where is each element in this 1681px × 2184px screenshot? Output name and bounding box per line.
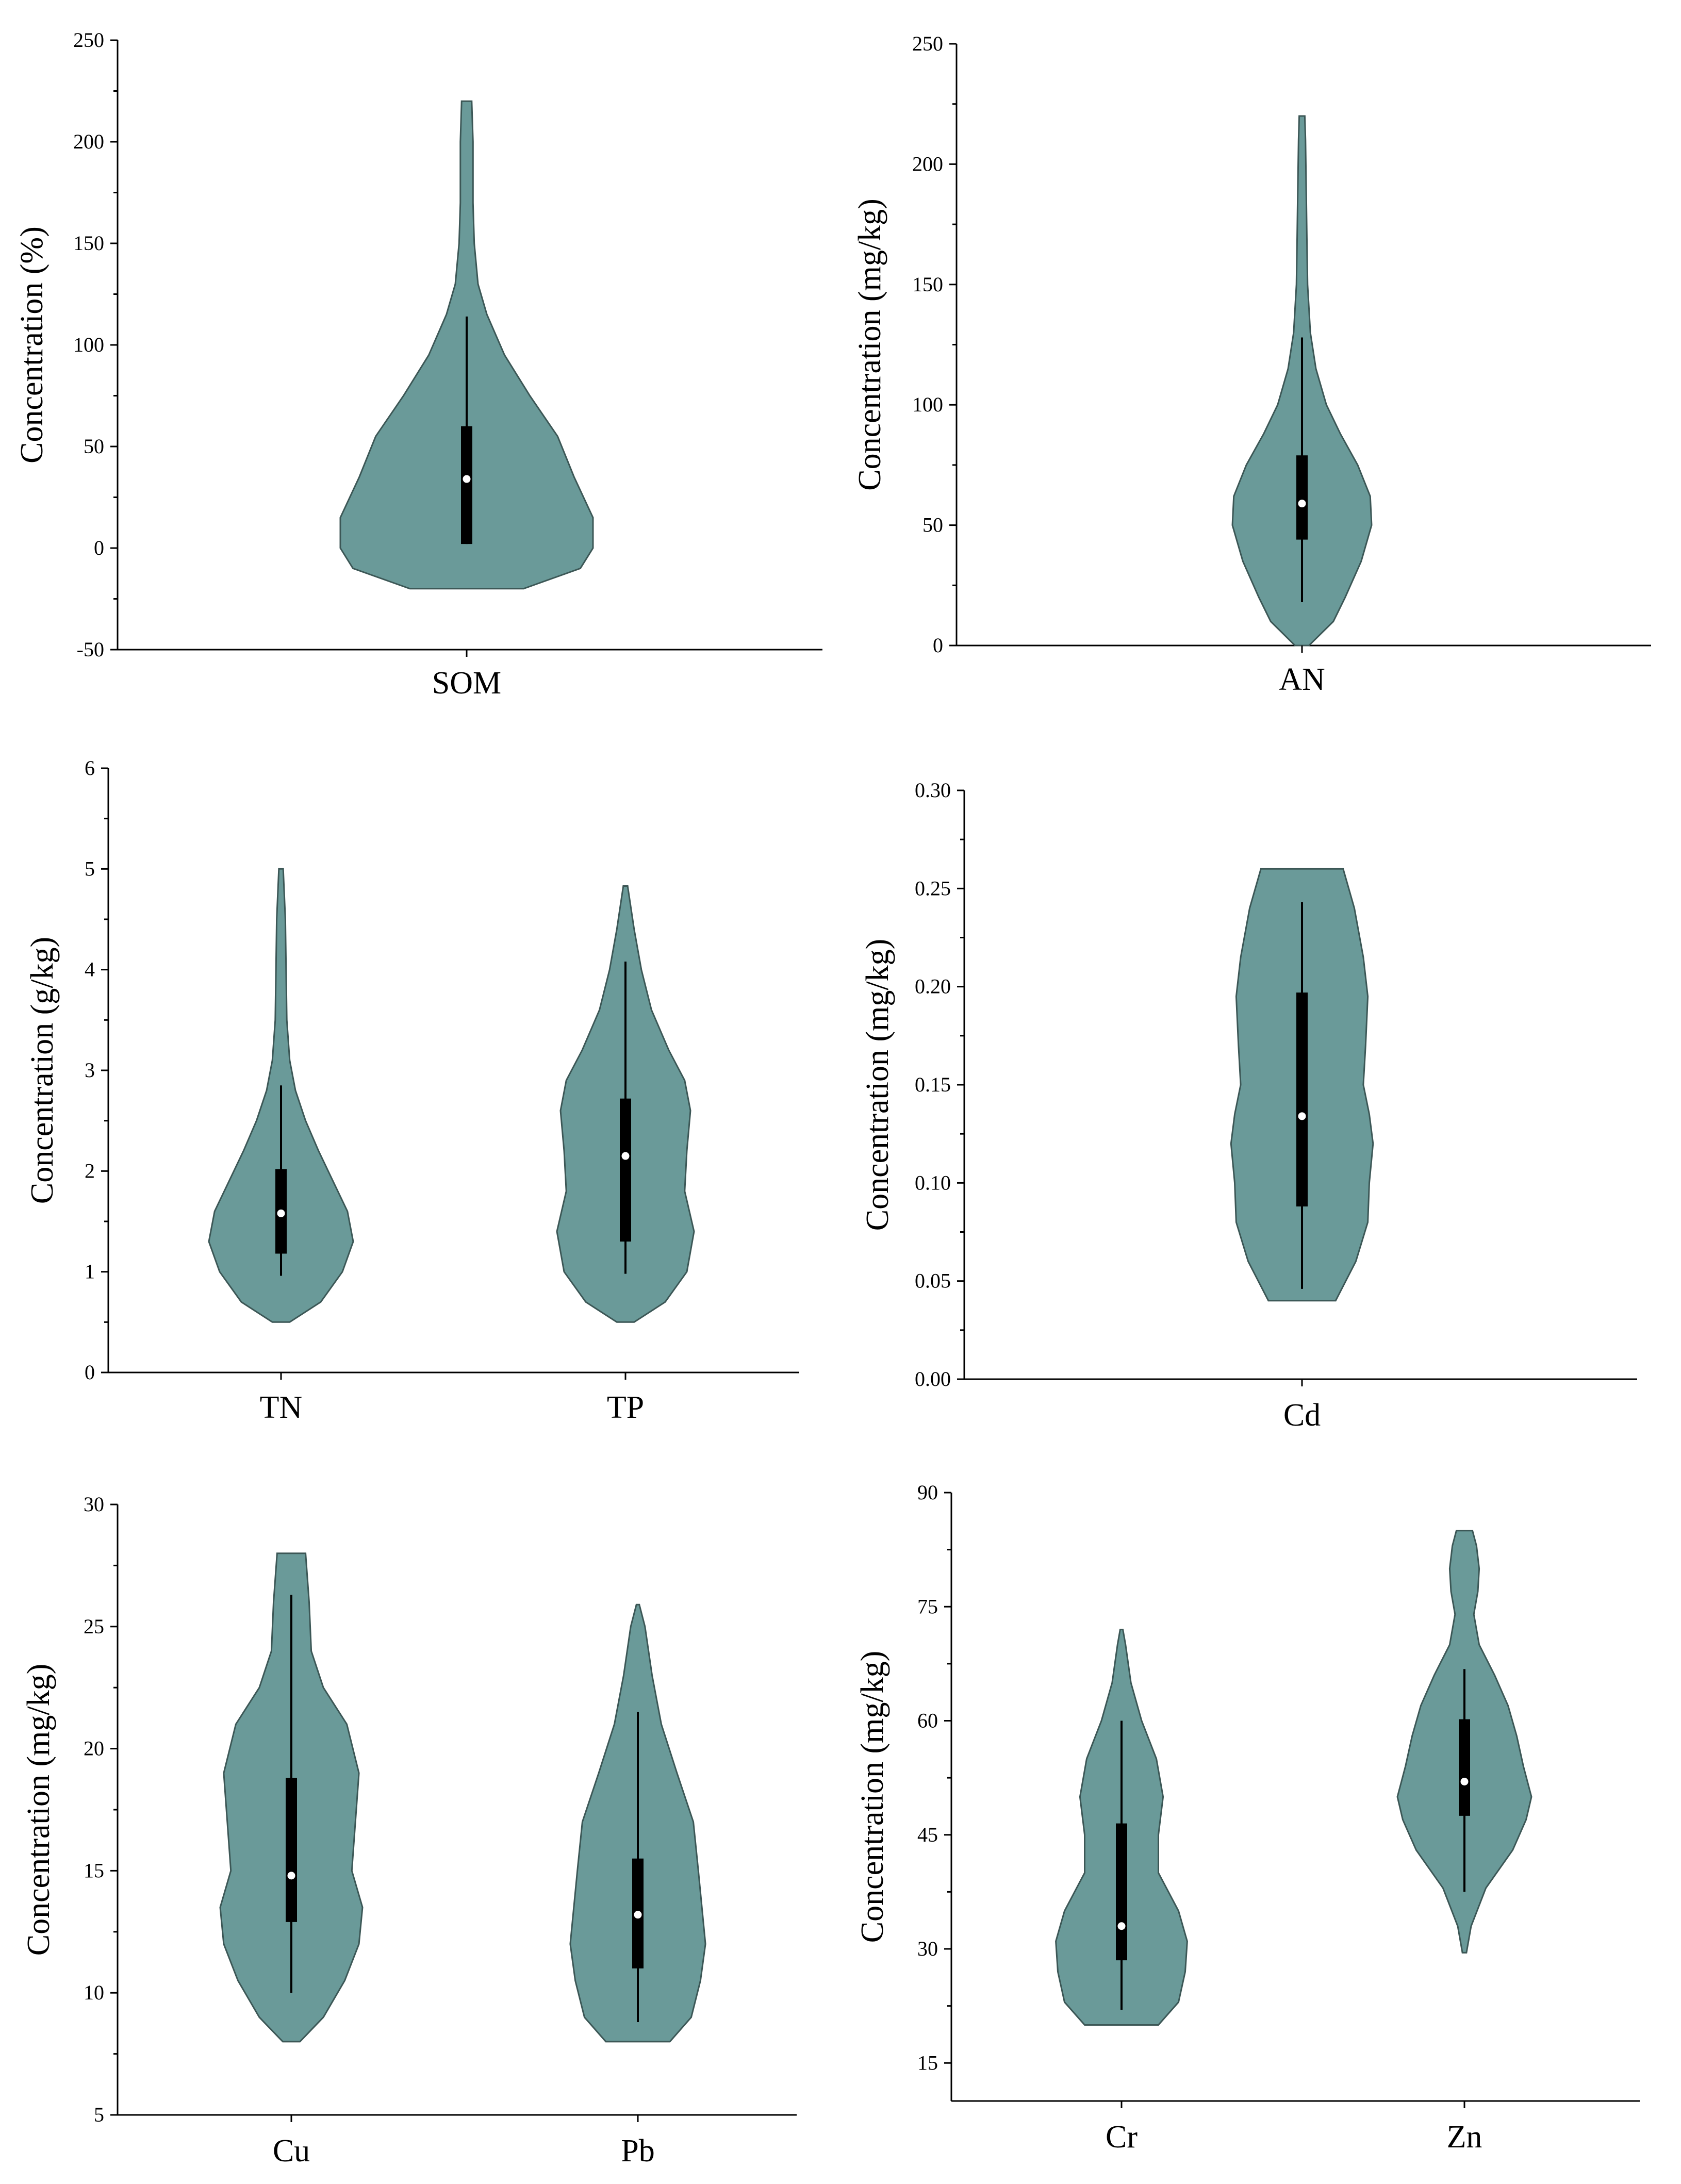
y-tick-label: 150 [73,231,104,255]
median-dot-an [1298,500,1306,508]
y-tick-label: 200 [73,130,104,153]
x-category-label-cr: Cr [1106,2120,1138,2155]
iqr-box-tp [620,1098,631,1242]
y-tick-label: 30 [84,1493,104,1516]
y-tick-label: 2 [85,1159,95,1182]
y-tick-label: 0.15 [915,1073,951,1096]
y-tick-label: 0.00 [915,1367,951,1391]
median-dot-tp [621,1152,630,1160]
x-category-label-cd: Cd [1283,1398,1321,1433]
y-tick-label: 4 [85,958,95,981]
iqr-box-cu [286,1778,297,1922]
iqr-box-cd [1296,992,1308,1207]
x-category-label-an: AN [1279,662,1325,697]
y-tick-label: 0.25 [915,876,951,900]
y-tick-label: 1 [85,1260,95,1283]
y-tick-label: 0 [85,1361,95,1384]
panel-middle-left: 0 1 2 3 4 5 6 Concentration (g/kg) TN TP [25,756,799,1425]
x-category-label-zn: Zn [1447,2120,1482,2155]
y-tick-label: 10 [84,1981,104,2004]
y-tick-label: 3 [85,1058,95,1082]
x-category-label-pb: Pb [621,2133,654,2169]
iqr-box-cr [1116,1823,1127,1961]
median-dot-cd [1298,1112,1306,1120]
y-tick-label: 20 [84,1737,104,1760]
panel-top-left: -50 0 50 100 150 200 250 Concentration (%) SOM [14,28,822,701]
y-axis-title: Concentration (mg/kg) [21,1664,56,1956]
y-tick-label: 0.10 [915,1171,951,1194]
y-tick-label: 100 [912,393,943,416]
median-dot-zn [1460,1778,1469,1785]
median-dot-tn [277,1209,285,1217]
y-axis-title: Concentration (mg/kg) [860,939,895,1231]
y-tick-label: 5 [85,857,95,880]
x-category-label-som: SOM [432,666,501,701]
y-tick-label: 25 [84,1615,104,1638]
y-tick-label: 30 [917,1937,938,1960]
y-tick-label: 5 [94,2103,104,2126]
median-dot-cu [287,1872,295,1880]
y-axis-title: Concentration (mg/kg) [855,1651,890,1943]
y-tick-label: 250 [73,28,104,52]
panel-bottom-left: 5 10 15 20 25 30 Concentration (mg/kg) Cu Pb [21,1493,797,2169]
y-tick-label: 6 [85,756,95,780]
x-category-label-cu: Cu [273,2133,310,2169]
median-dot-som [463,475,471,483]
iqr-box-an [1296,455,1308,540]
y-tick-label: 0 [933,634,943,657]
y-tick-label: 90 [917,1481,938,1504]
panel-bottom-right: 15 30 45 60 75 90 Concentration (mg/kg) Cr Zn [855,1481,1640,2155]
y-axis-title: Concentration (mg/kg) [852,198,887,490]
y-axis-title: Concentration (%) [14,226,50,464]
y-tick-label: 0.30 [915,779,951,802]
y-tick-label: 0 [94,536,104,559]
panel-middle-right: 0.00 0.05 0.10 0.15 0.20 0.25 0.30 Concentratio… [860,779,1637,1433]
y-tick-label: 0.20 [915,975,951,998]
y-tick-label: 50 [84,435,104,458]
iqr-box-zn [1459,1719,1470,1816]
y-tick-label: 75 [917,1595,938,1618]
y-axis-title: Concentration (g/kg) [25,937,60,1204]
y-tick-label: 50 [922,514,943,537]
median-dot-pb [634,1911,642,1919]
y-tick-label: 250 [912,32,943,55]
iqr-box-som [461,426,472,544]
median-dot-cr [1117,1922,1126,1930]
x-category-label-tn: TN [260,1390,303,1425]
y-tick-label: 150 [912,273,943,296]
y-tick-label: 100 [73,333,104,356]
y-tick-label: 15 [917,2051,938,2074]
y-tick-label: 60 [917,1709,938,1732]
y-tick-label: 0.05 [915,1269,951,1293]
y-tick-label: 15 [84,1859,104,1882]
y-tick-label: 45 [917,1823,938,1846]
x-category-label-tp: TP [607,1390,644,1425]
y-tick-label: 200 [912,152,943,175]
panel-top-right: 0 50 100 150 200 250 Concentration (mg/kg) AN [852,32,1651,697]
y-tick-label: -50 [77,638,104,661]
